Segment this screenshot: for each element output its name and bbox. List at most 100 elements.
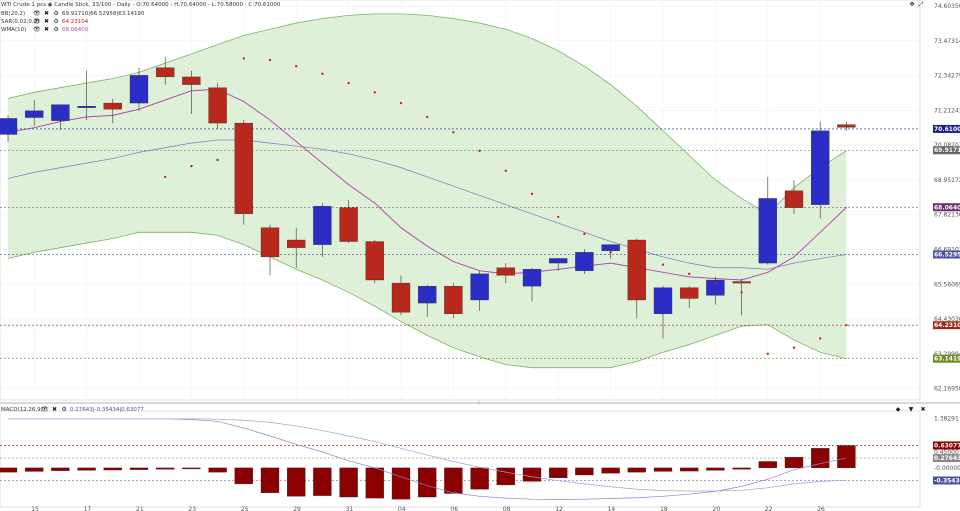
macd-histogram-bar — [496, 467, 515, 486]
candle-bear — [365, 241, 384, 281]
gear-icon[interactable]: ⚙ — [53, 18, 59, 25]
macd-histogram-bar — [784, 457, 804, 469]
candle-bear — [391, 282, 411, 313]
x-tick-label: 20 — [712, 506, 720, 511]
chart-menu-icon[interactable]: ✥ — [909, 1, 915, 8]
y-tick-label: 66.69101 — [934, 247, 960, 254]
candle-bull — [313, 206, 332, 245]
bb-upper-line — [7, 13, 847, 215]
bb-lower-line — [7, 231, 847, 369]
candle-bear — [784, 190, 804, 208]
macd-histogram-bar — [680, 467, 699, 472]
x-tick-label: 15 — [31, 506, 39, 511]
sar-dot — [609, 251, 612, 254]
macd-histogram-bar — [129, 467, 149, 470]
macd-values: 0.27643|-0.35434|0.63077 — [70, 407, 144, 413]
x-tick-label: 29 — [293, 506, 301, 511]
indicator-name: BB(20,2) — [1, 11, 26, 17]
macd-histogram-bar — [77, 467, 96, 471]
sar-dot — [295, 64, 298, 68]
macd-histogram-bar — [575, 467, 594, 476]
y-tick-label: 67.82136 — [934, 212, 960, 219]
sar-dot — [347, 81, 350, 85]
macd-histogram-bar — [234, 467, 253, 485]
candle-bear — [208, 87, 227, 124]
macd-histogram-bar — [549, 467, 568, 478]
macd-tick-label: 1.38291 — [934, 416, 959, 423]
move-down-icon[interactable]: ▼ — [908, 406, 914, 413]
macd-histogram-bar — [287, 467, 306, 497]
sar-dot — [216, 158, 219, 162]
eye-icon[interactable]: 👁 — [32, 26, 41, 33]
macd-histogram-bar — [837, 445, 856, 469]
y-tick-label: 74.60350 — [934, 3, 960, 10]
price-badge — [933, 124, 960, 133]
candle-bear — [260, 227, 280, 258]
macd-histogram-bar — [260, 467, 280, 493]
candle-bear — [732, 281, 751, 284]
sar-dot — [635, 257, 638, 260]
candle-bull — [51, 104, 70, 121]
price-badge — [933, 250, 960, 259]
x-tick-label: 12 — [555, 506, 563, 511]
maximize-icon[interactable]: ⤢ — [918, 1, 924, 8]
y-tick-label: 65.56065 — [934, 281, 960, 288]
sar-dot — [164, 175, 167, 179]
macd-histogram-bar — [758, 461, 777, 469]
macd-histogram-bar — [522, 467, 542, 482]
macd-histogram-bar — [470, 467, 489, 490]
sar-dot — [557, 215, 560, 219]
gear-icon[interactable]: ⚙ — [61, 406, 67, 413]
macd-histogram-bar — [0, 467, 18, 473]
candle-bear — [339, 207, 358, 242]
macd-histogram-bar — [418, 467, 437, 498]
macd-histogram-bar — [706, 467, 725, 471]
candle-bull — [575, 252, 594, 271]
close-icon[interactable]: ✖ — [43, 26, 50, 33]
eye-icon[interactable]: 👁 — [32, 18, 41, 25]
macd-badge-label: -0.35434 — [934, 477, 960, 484]
eye-icon[interactable]: 👁 — [32, 10, 41, 17]
macd-histogram-bar — [156, 467, 175, 470]
wma-line — [7, 88, 847, 281]
price-badge-label: 70.61000 — [934, 126, 960, 133]
gear-icon[interactable]: ⚙ — [53, 26, 59, 33]
x-tick-label: 06 — [450, 506, 458, 511]
sar-dot — [714, 281, 717, 285]
y-tick-label: 73.47314 — [934, 38, 960, 45]
candle-bull — [129, 75, 149, 104]
candle-bear — [837, 124, 856, 128]
eye-icon[interactable]: 👁 — [40, 406, 49, 413]
x-tick-label: 25 — [241, 506, 249, 511]
sar-dot — [268, 58, 272, 62]
candle-bear — [496, 267, 515, 276]
macd-histogram-bar — [103, 467, 122, 471]
gear-icon[interactable]: ⚙ — [53, 10, 59, 17]
close-icon[interactable]: ✖ — [43, 10, 50, 17]
macd-histogram-bar — [313, 467, 332, 496]
price-badge-label: 64.23104 — [934, 322, 960, 329]
macd-histogram-bar — [25, 467, 44, 472]
indicator-row-sar: SAR(0.02;0.2) 👁 ✖ ⚙ 64.23104 — [1, 18, 88, 26]
move-up-icon[interactable]: ◆ — [895, 406, 901, 413]
candle-bear — [680, 287, 699, 299]
close-icon[interactable]: ✖ — [43, 18, 50, 25]
x-tick-label: 17 — [84, 506, 92, 511]
sar-dot — [688, 272, 691, 276]
candle-bull — [522, 269, 542, 287]
panel-resize-handle[interactable]: ⁞ — [478, 400, 480, 407]
close-icon[interactable]: ✖ — [51, 406, 58, 413]
sar-dot — [399, 101, 403, 105]
indicator-values: 69.91710|66.52958|63.14190 — [62, 11, 145, 17]
indicator-name: SAR(0.02;0.2) — [1, 19, 40, 25]
x-tick-label: 21 — [136, 506, 144, 511]
sar-dot — [190, 164, 193, 168]
macd-histogram-bar — [365, 467, 384, 499]
x-tick-label: 18 — [660, 506, 668, 511]
close-panel-icon[interactable]: ✖ — [920, 406, 926, 413]
macd-badge-label: 0.63077 — [934, 442, 960, 449]
candle-bull — [601, 244, 620, 251]
price-badge — [933, 321, 960, 330]
macd-label: MACD(12,26,9) — [1, 407, 43, 413]
